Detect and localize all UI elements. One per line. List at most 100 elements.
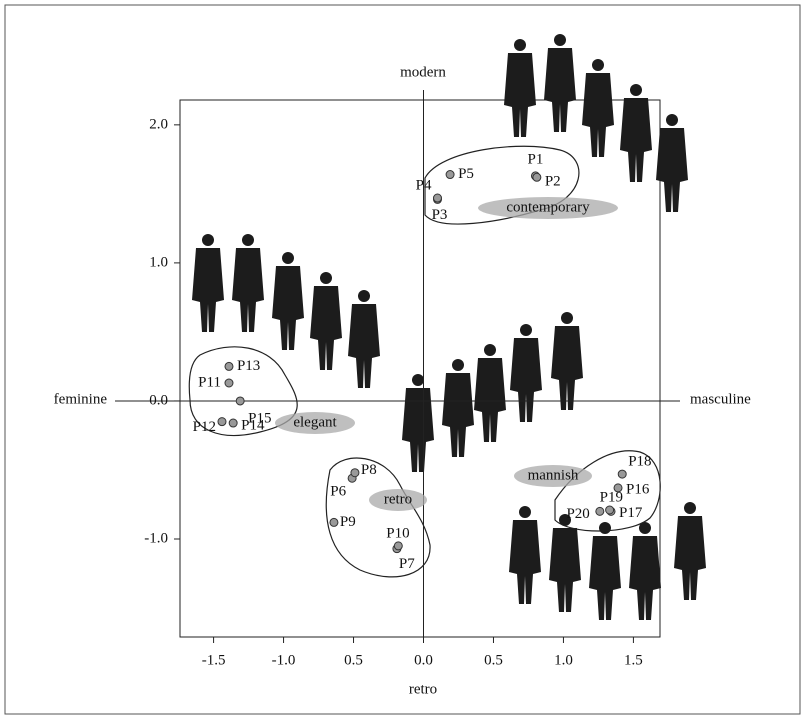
point-label: P20 [566, 506, 589, 522]
cluster-label-bg [514, 465, 592, 487]
silhouette [656, 114, 688, 212]
silhouette-body [402, 388, 434, 472]
point-label: P2 [545, 174, 561, 190]
silhouettes [192, 34, 706, 620]
cluster-label-bg [478, 197, 618, 219]
cluster-outline [424, 145, 580, 225]
cluster-label-bg [369, 489, 427, 511]
silhouette [310, 272, 342, 370]
x-tick-label: 0.5 [484, 652, 503, 668]
silhouette-head [630, 84, 642, 96]
point [350, 468, 360, 478]
point-label: P4 [416, 177, 432, 193]
point [445, 170, 455, 180]
cluster-outlines [188, 145, 661, 578]
silhouette [551, 312, 583, 410]
y-tick-label: 1.0 [149, 254, 168, 270]
cluster-outline [325, 457, 431, 578]
silhouette-head [592, 59, 604, 71]
silhouette-head [358, 290, 370, 302]
point-label: P3 [432, 207, 448, 223]
silhouette-body [504, 53, 536, 137]
silhouette-head [242, 234, 254, 246]
silhouette-head [561, 312, 573, 324]
silhouette-head [599, 522, 611, 534]
point [595, 506, 605, 516]
silhouette-head [412, 374, 424, 386]
silhouette-body [629, 536, 661, 620]
silhouette-body [544, 48, 576, 132]
point-label: P5 [458, 166, 474, 182]
silhouette-body [348, 304, 380, 388]
point-label: P11 [198, 374, 221, 390]
point-label: P12 [193, 419, 216, 435]
silhouette-body [232, 248, 264, 332]
point-label: P16 [626, 481, 650, 497]
x-tick-label: 0.0 [414, 652, 433, 668]
silhouette-head [559, 514, 571, 526]
silhouette-body [551, 326, 583, 410]
silhouette-body [656, 128, 688, 212]
point-label: P14 [241, 417, 265, 433]
silhouette-body [674, 516, 706, 600]
silhouette-head [320, 272, 332, 284]
silhouette-body [442, 373, 474, 457]
silhouette [510, 324, 542, 422]
x-tick-label: 1.5 [624, 652, 643, 668]
silhouette [272, 252, 304, 350]
point-label: P17 [619, 505, 643, 521]
point [605, 505, 615, 515]
silhouette [192, 234, 224, 332]
point-label: P10 [386, 525, 409, 541]
silhouette-body [474, 358, 506, 442]
silhouette-body [310, 286, 342, 370]
silhouette [504, 39, 536, 137]
cluster-label: contemporary [506, 199, 590, 215]
x-tick-label: -1.5 [202, 652, 226, 668]
silhouette [620, 84, 652, 182]
silhouette-head [202, 234, 214, 246]
point [224, 378, 234, 388]
plot-area [179, 99, 661, 638]
x-tick-label: -1.0 [272, 652, 296, 668]
point-label: P7 [399, 556, 415, 572]
y-tick-label: 2.0 [149, 116, 168, 132]
right-label: masculine [690, 391, 751, 407]
x-axis-label: retro [409, 681, 437, 697]
point [613, 483, 623, 493]
point-label: P18 [628, 454, 651, 470]
silhouette [402, 374, 434, 472]
frame [4, 4, 801, 715]
x-tick-label: 1.0 [554, 652, 573, 668]
silhouette-head [684, 502, 696, 514]
point [432, 193, 442, 203]
silhouette-body [589, 536, 621, 620]
silhouette [629, 522, 661, 620]
y-axis-label: modern [400, 64, 446, 80]
point [235, 396, 245, 406]
silhouette [474, 344, 506, 442]
silhouette [509, 506, 541, 604]
silhouette-head [554, 34, 566, 46]
silhouette-body [509, 520, 541, 604]
silhouette-head [452, 359, 464, 371]
point [393, 541, 403, 551]
silhouette-head [639, 522, 651, 534]
y-tick-label: -1.0 [144, 530, 168, 546]
silhouette-head [666, 114, 678, 126]
silhouette-body [510, 338, 542, 422]
silhouette-body [549, 528, 581, 612]
cluster-label: retro [384, 491, 412, 507]
silhouette-head [484, 344, 496, 356]
point [224, 361, 234, 371]
silhouette-head [519, 506, 531, 518]
x-tick-label: 0.5 [344, 652, 363, 668]
point-label: P9 [340, 514, 356, 530]
silhouette [582, 59, 614, 157]
silhouette-head [514, 39, 526, 51]
point [228, 418, 238, 428]
silhouette [442, 359, 474, 457]
silhouette [348, 290, 380, 388]
silhouette [589, 522, 621, 620]
